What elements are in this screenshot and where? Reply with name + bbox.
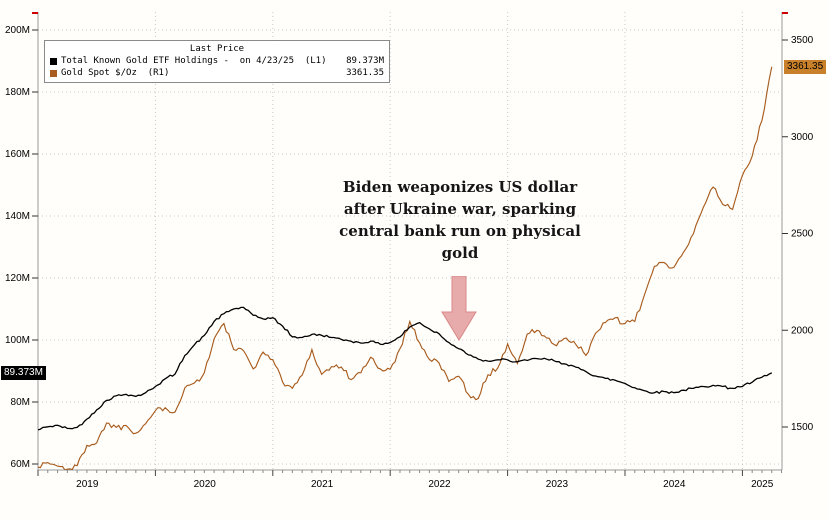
svg-text:2500: 2500 — [791, 229, 814, 240]
svg-text:60M: 60M — [11, 459, 30, 470]
svg-text:2000: 2000 — [791, 325, 814, 336]
svg-text:1500: 1500 — [791, 422, 814, 433]
legend-title: Last Price — [189, 44, 245, 54]
annotation-arrow — [440, 275, 480, 347]
gold-series-label: Gold Spot $/Oz (R1) — [61, 68, 170, 78]
gold-series-value: 3361.35 — [346, 68, 384, 78]
gold-last-price-badge: 3361.35 — [784, 59, 827, 74]
svg-text:3000: 3000 — [791, 132, 814, 143]
etf-series-swatch — [50, 57, 57, 65]
chart-legend: Last Price Total Known Gold ETF Holdings… — [44, 40, 390, 83]
legend-row-gold-spot: Gold Spot $/Oz (R1) 3361.35 — [50, 67, 384, 79]
gold-series-swatch — [50, 69, 57, 77]
svg-text:2023: 2023 — [546, 479, 569, 490]
svg-text:2025: 2025 — [751, 479, 774, 490]
svg-text:160M: 160M — [5, 149, 30, 160]
etf-series-value: 89.373M — [346, 56, 384, 66]
svg-text:100M: 100M — [5, 335, 30, 346]
svg-text:2022: 2022 — [428, 479, 451, 490]
legend-row-etf-holdings: Total Known Gold ETF Holdings - on 4/23/… — [50, 55, 384, 67]
svg-text:140M: 140M — [5, 211, 30, 222]
svg-text:2021: 2021 — [311, 479, 334, 490]
chart-annotation: Biden weaponizes US dollar after Ukraine… — [330, 176, 590, 264]
svg-text:200M: 200M — [5, 25, 30, 36]
annotation-line: gold — [441, 244, 479, 262]
etf-series-label: Total Known Gold ETF Holdings - on 4/23/… — [61, 56, 327, 66]
annotation-line: Biden weaponizes US dollar — [342, 178, 578, 196]
annotation-line: central bank run on physical — [339, 222, 581, 240]
svg-text:80M: 80M — [11, 397, 30, 408]
svg-text:180M: 180M — [5, 87, 30, 98]
svg-text:3500: 3500 — [791, 35, 814, 46]
annotation-line: after Ukraine war, sparking — [343, 200, 577, 218]
svg-text:2020: 2020 — [194, 479, 217, 490]
etf-last-price-badge: 89.373M — [1, 365, 46, 380]
svg-text:2024: 2024 — [663, 479, 686, 490]
svg-text:2019: 2019 — [76, 479, 99, 490]
down-arrow-icon — [441, 275, 477, 341]
svg-text:120M: 120M — [5, 273, 30, 284]
